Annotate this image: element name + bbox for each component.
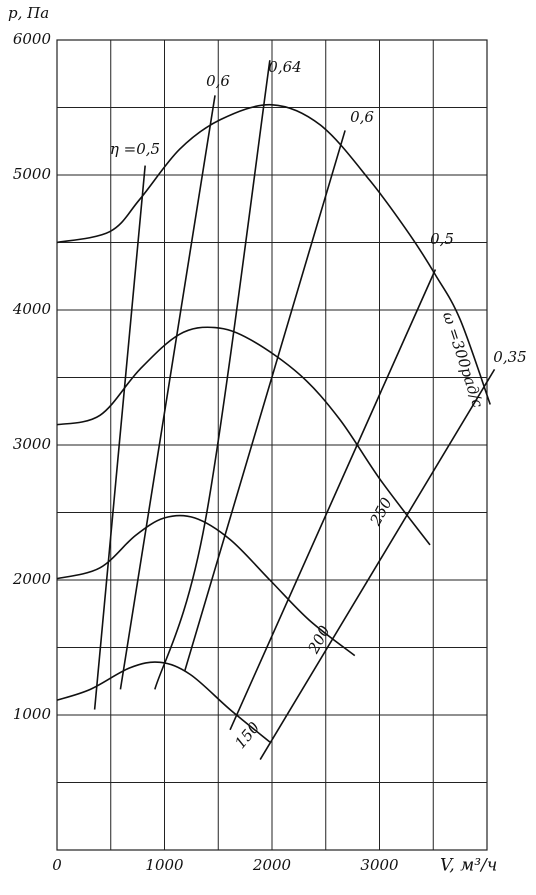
curve-label: 0,6 bbox=[350, 108, 374, 126]
curve bbox=[184, 130, 346, 671]
y-axis-label: p, Па bbox=[8, 4, 49, 22]
x-axis-label: V, м³/ч bbox=[440, 856, 497, 876]
curve-label: 0,64 bbox=[268, 58, 301, 76]
y-tick-label: 6000 bbox=[13, 30, 52, 48]
curve-label: 0,6 bbox=[206, 72, 230, 90]
curve bbox=[229, 269, 437, 731]
curve-label: 150 bbox=[231, 718, 263, 752]
curve-label: η =0,5 bbox=[110, 140, 160, 158]
curve bbox=[154, 60, 271, 690]
x-tick-label: 2000 bbox=[252, 856, 292, 874]
curve bbox=[56, 514, 356, 657]
x-tick-label: 0 bbox=[52, 856, 62, 874]
curve bbox=[259, 368, 496, 760]
curve bbox=[56, 661, 271, 743]
curve bbox=[56, 103, 491, 405]
curve bbox=[119, 95, 216, 690]
x-tick-label: 1000 bbox=[145, 856, 184, 874]
y-tick-label: 1000 bbox=[13, 705, 52, 723]
curve bbox=[56, 326, 431, 546]
curve-label: 250 bbox=[366, 494, 396, 529]
curve-label: 0,5 bbox=[430, 230, 454, 248]
y-tick-label: 2000 bbox=[12, 570, 52, 588]
curve bbox=[93, 165, 146, 710]
curve-label: 0,35 bbox=[493, 348, 526, 366]
x-tick-label: 3000 bbox=[360, 856, 399, 874]
y-tick-label: 3000 bbox=[13, 435, 52, 453]
curve-label: 200 bbox=[304, 622, 334, 657]
y-tick-label: 5000 bbox=[13, 165, 52, 183]
y-tick-label: 4000 bbox=[12, 300, 52, 318]
